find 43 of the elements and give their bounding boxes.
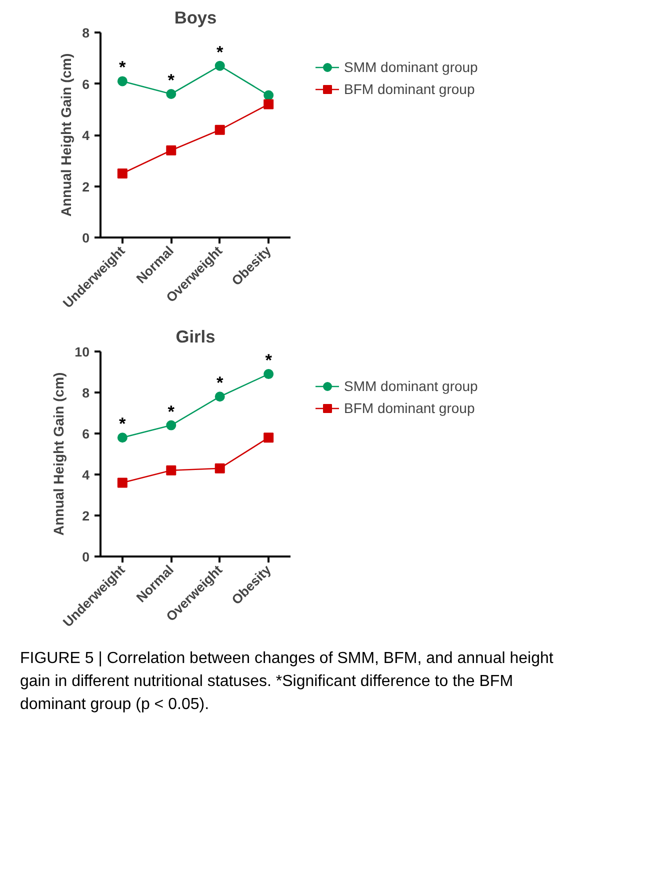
chart-title: Girls <box>176 326 216 346</box>
y-tick-label: 2 <box>82 508 90 524</box>
point <box>264 90 274 100</box>
legend-label: SMM dominant group <box>344 59 478 75</box>
point <box>264 432 274 443</box>
y-tick-label: 6 <box>82 76 90 92</box>
point <box>264 369 274 380</box>
point <box>117 432 128 443</box>
legend-label: BFM dominant group <box>344 400 475 416</box>
point <box>166 145 176 156</box>
legend-label: BFM dominant group <box>344 81 475 97</box>
y-tick-label: 10 <box>74 344 90 360</box>
y-tick-label: 6 <box>82 426 90 442</box>
point <box>166 420 176 430</box>
annotation: * <box>119 414 126 434</box>
point <box>117 168 128 178</box>
y-tick-label: 0 <box>82 230 90 246</box>
chart-title: Boys <box>174 8 217 28</box>
annotation: * <box>216 42 224 62</box>
y-tick-label: 0 <box>82 550 90 564</box>
annotation: * <box>168 401 175 422</box>
annotation: * <box>119 57 126 78</box>
legend-label: SMM dominant group <box>344 378 478 394</box>
caption: FIGURE 5 | Correlation between changes of SMM, BFM, and annual height gain in different nutritional statuses. *Significant difference to the BFM dominant group (p < 0.05). <box>20 649 554 715</box>
point <box>214 463 225 474</box>
y-axis-title: Annual Height Gain (cm) <box>58 53 74 217</box>
point <box>166 465 176 476</box>
y-tick-label: 4 <box>82 468 90 482</box>
y-tick-label: 8 <box>82 26 90 40</box>
y-tick-label: 2 <box>82 179 90 194</box>
point <box>117 76 128 86</box>
point <box>214 392 225 402</box>
annotation: * <box>168 70 175 90</box>
y-axis-title: Annual Height Gain (cm) <box>50 372 67 536</box>
point <box>214 124 225 135</box>
annotation: * <box>216 372 224 393</box>
point <box>264 99 274 110</box>
point <box>166 89 176 99</box>
y-tick-label: 8 <box>82 386 90 400</box>
y-tick-label: 4 <box>82 128 90 143</box>
point <box>214 60 225 71</box>
annotation: * <box>265 350 272 370</box>
point <box>117 478 128 488</box>
